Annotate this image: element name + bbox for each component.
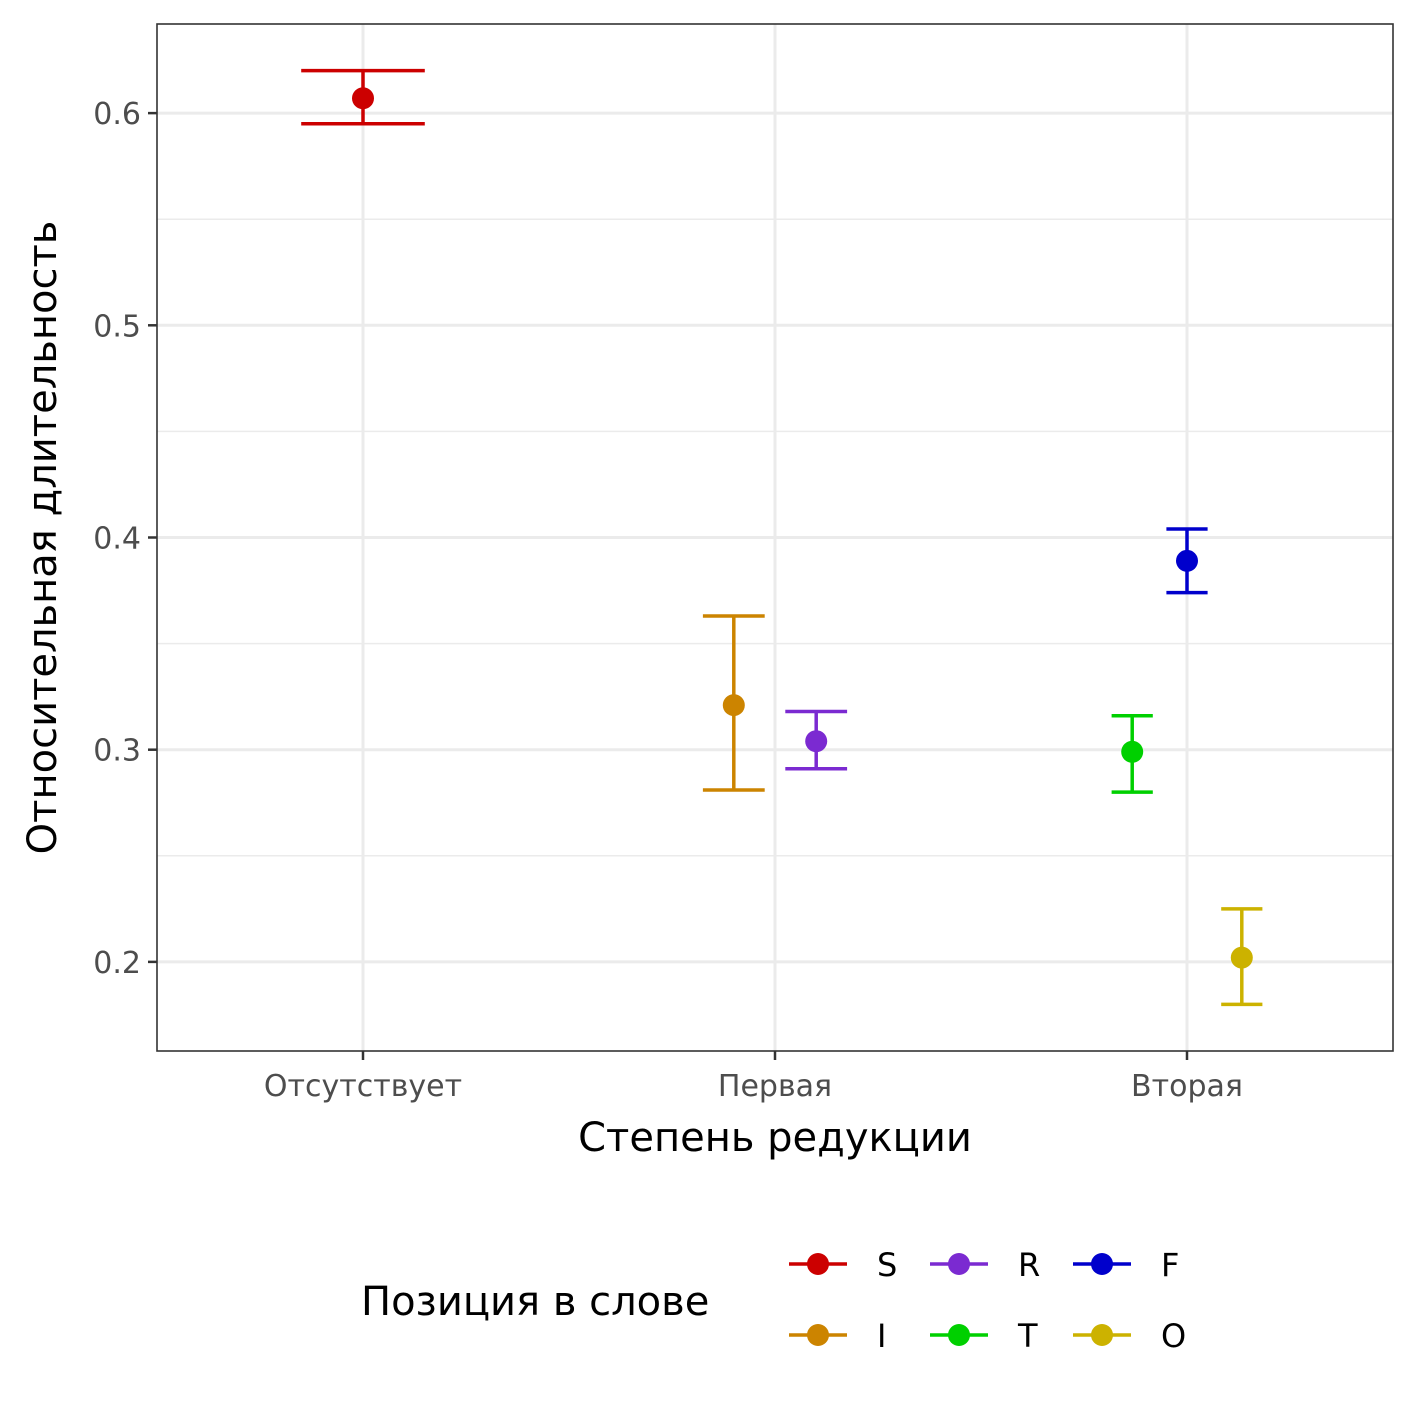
x-tick-label: Первая: [718, 1069, 832, 1104]
point-I: [722, 694, 745, 717]
legend-item-R: R: [930, 1246, 1040, 1284]
legend-key-point: [1091, 1253, 1113, 1275]
legend-label: S: [877, 1246, 897, 1284]
legend-item-F: F: [1073, 1246, 1179, 1284]
series-R: [785, 709, 848, 771]
series-I: [702, 614, 765, 792]
y-tick-label: 0.4: [93, 522, 141, 557]
point-S: [352, 87, 374, 110]
legend-item-S: S: [789, 1246, 897, 1284]
y-tick-label: 0.3: [93, 734, 141, 769]
legend-item-O: O: [1073, 1317, 1186, 1355]
legend-label: I: [877, 1317, 886, 1355]
legend-key-point: [948, 1253, 970, 1275]
legend-key-point: [948, 1324, 970, 1346]
y-tick-label: 0.5: [93, 309, 141, 344]
point-T: [1121, 740, 1144, 763]
data-marks: [301, 68, 1263, 1007]
series-F: [1166, 527, 1208, 595]
legend-title: Позиция в слове: [361, 1279, 709, 1325]
y-tick-label: 0.6: [93, 97, 141, 132]
point-R: [805, 730, 828, 753]
legend-label: T: [1017, 1317, 1038, 1355]
grid: [157, 24, 1393, 1051]
legend: Позиция в слове SI RT FO: [361, 1246, 1186, 1355]
axes: 0.2 0.3 0.4 0.5 0.6 Отсутствует Первая Вторая: [93, 97, 1243, 1104]
point-O: [1230, 946, 1253, 969]
y-tick-label: 0.2: [93, 946, 141, 981]
x-tick-label: Отсутствует: [264, 1069, 462, 1104]
y-axis-title: Относительная длительность: [20, 221, 66, 855]
legend-item-T: T: [930, 1317, 1038, 1355]
series-S: [301, 68, 425, 126]
x-tick-label: Вторая: [1131, 1069, 1243, 1104]
legend-key-point: [807, 1253, 829, 1275]
legend-item-I: I: [789, 1317, 886, 1355]
legend-label: F: [1161, 1246, 1179, 1284]
legend-label: O: [1161, 1317, 1186, 1355]
legend-label: R: [1018, 1246, 1040, 1284]
point-F: [1176, 549, 1198, 572]
series-T: [1111, 713, 1153, 794]
x-axis-title: Степень редукции: [578, 1115, 972, 1161]
legend-key-point: [807, 1324, 829, 1346]
series-O: [1221, 907, 1263, 1007]
legend-key-point: [1091, 1324, 1113, 1346]
